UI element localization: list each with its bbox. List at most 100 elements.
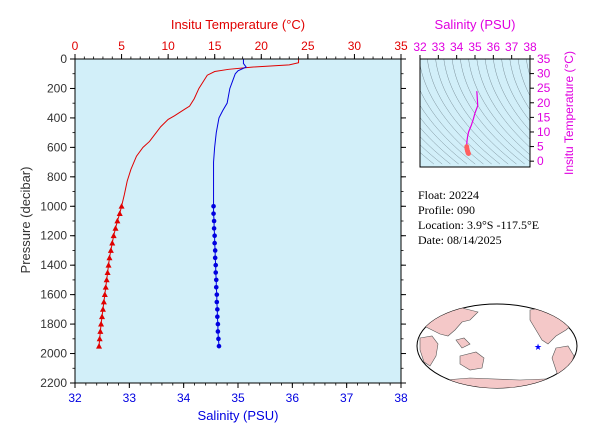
pressure-tick-label: 200: [47, 81, 67, 95]
world-map: ★: [416, 303, 578, 389]
temperature-point: [107, 247, 114, 253]
ts-density-contour: [484, 59, 530, 140]
salinity-point: [212, 255, 218, 261]
map-land-australia: [459, 351, 485, 371]
salinity-tick-label: 38: [394, 391, 408, 405]
salinity-point: [213, 284, 219, 290]
temperature-point: [98, 320, 105, 327]
ts-density-contour: [420, 116, 468, 165]
ts-density-contour: [451, 59, 525, 165]
ts-density-contour: [427, 59, 501, 165]
salinity-point: [215, 329, 221, 334]
pressure-tick-label: 400: [47, 111, 67, 125]
temperature-point: [118, 203, 125, 209]
temperature-point: [101, 291, 108, 298]
pressure-tick-label: 1600: [40, 288, 67, 302]
salinity-tick-label: 37: [340, 391, 354, 405]
ts-temperature-tick-label: 15: [537, 110, 551, 124]
salinity-point: [216, 336, 221, 342]
ts-density-contour: [493, 59, 530, 132]
profile-number-label: Profile: 090: [418, 203, 475, 217]
map-land-antarctica: [417, 377, 577, 388]
temperature-axis-title: Insitu Temperature (°C): [171, 17, 305, 32]
map-land-africa: [419, 335, 439, 367]
salinity-point: [215, 321, 221, 327]
salinity-point: [211, 226, 217, 231]
ts-density-contour: [476, 59, 530, 148]
salinity-tick-label: 33: [123, 391, 137, 405]
temperature-tick-label: 15: [208, 39, 222, 53]
ts-salinity-axis: 32 33 34 35 36 37 38: [413, 40, 537, 59]
temperature-point: [112, 225, 119, 231]
temperature-tick-label: 0: [72, 39, 79, 53]
salinity-point: [214, 292, 220, 297]
ts-temperature-tick-label: 5: [537, 140, 544, 154]
temperature-tick-label: 25: [301, 39, 315, 53]
salinity-point: [211, 211, 216, 216]
temperature-point: [99, 306, 106, 312]
pressure-tick-label: 2200: [40, 376, 67, 390]
ts-density-contour: [460, 59, 530, 163]
ts-salinity-tick-label: 38: [523, 40, 537, 54]
float-id-label: Float: 20224: [418, 188, 480, 202]
temperature-tick-label: 30: [348, 39, 362, 53]
temperature-point: [100, 298, 107, 305]
ts-density-contour: [435, 59, 509, 165]
temperature-point: [96, 342, 103, 349]
ts-salinity-axis-title: Salinity (PSU): [435, 17, 516, 32]
salinity-tick-label: 36: [286, 391, 300, 405]
salinity-point: [211, 218, 217, 224]
ts-density-contour: [420, 127, 459, 165]
salinity-axis-title: Salinity (PSU): [198, 408, 279, 423]
profile-plot: 0 5 10 15 20 25 30 35 32 33 34 35 36 37 38 0 200 400 600…: [18, 17, 408, 423]
pressure-tick-label: 1200: [40, 229, 67, 243]
temperature-point: [114, 217, 121, 224]
pressure-tick-label: 800: [47, 170, 67, 184]
temperature-point: [99, 313, 106, 320]
salinity-point: [211, 203, 216, 209]
salinity-point: [214, 299, 220, 305]
salinity-point: [213, 277, 219, 283]
ts-density-contour: [468, 59, 530, 156]
salinity-point: [215, 307, 220, 312]
pressure-tick-label: 1400: [40, 258, 67, 272]
salinity-point: [215, 314, 220, 320]
temperature-point: [109, 239, 116, 246]
ts-density-contour: [501, 59, 530, 122]
temperature-point: [110, 232, 117, 239]
pressure-tick-label: 2000: [40, 347, 67, 361]
ts-salinity-tick-label: 32: [413, 40, 427, 54]
salinity-point: [213, 262, 219, 268]
temperature-point: [106, 254, 113, 261]
ts-density-contour: [420, 89, 484, 165]
ts-temperature-tick-label: 30: [537, 67, 551, 81]
salinity-tick-label: 32: [68, 391, 82, 405]
temperature-point: [116, 210, 123, 217]
ts-salinity-tick-label: 36: [487, 40, 501, 54]
ts-salinity-tick-label: 37: [505, 40, 519, 54]
pressure-tick-label: 1000: [40, 199, 67, 213]
temperature-point: [102, 284, 109, 290]
temperature-point: [105, 261, 112, 268]
ts-density-contour: [420, 63, 492, 165]
salinity-point: [212, 233, 217, 239]
salinity-axis: 32 33 34 35 36 37 38: [68, 383, 408, 405]
ts-density-contour: [420, 144, 443, 165]
pressure-tick-label: 0: [60, 52, 67, 66]
salinity-point: [213, 270, 219, 275]
salinity-tick-label: 34: [177, 391, 191, 405]
temperature-tick-label: 20: [255, 39, 269, 53]
ts-density-contour: [443, 59, 517, 165]
temperature-axis: 0 5 10 15 20 25 30 35: [72, 39, 408, 59]
map-land-southeast-asia: [455, 337, 471, 349]
salinity-point: [212, 240, 217, 246]
temperature-point: [97, 328, 104, 334]
pressure-axis: 0 200 400 600 800 1000 1200 1400 1600 1800 2000 220…: [40, 52, 406, 390]
pressure-tick-label: 1800: [40, 317, 67, 331]
location-label: Location: 3.9°S -117.5°E: [418, 218, 540, 232]
ts-temperature-tick-label: 35: [537, 52, 551, 66]
temperature-tick-label: 35: [394, 39, 408, 53]
